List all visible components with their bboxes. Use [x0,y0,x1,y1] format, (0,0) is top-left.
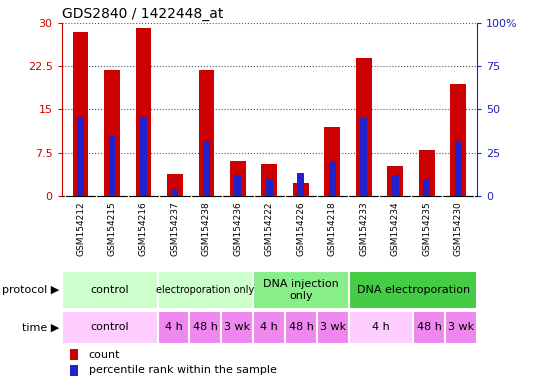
Text: protocol ▶: protocol ▶ [2,285,59,295]
Bar [317,311,349,344]
Bar [450,84,466,196]
Bar [203,141,210,196]
Bar [77,118,84,196]
Bar [356,58,371,196]
Text: 48 h: 48 h [193,322,218,333]
Bar [70,365,78,376]
Bar [445,311,477,344]
Bar [349,271,477,309]
Text: GSM154237: GSM154237 [170,202,180,257]
Bar [62,311,158,344]
Text: control: control [90,285,129,295]
Text: 3 wk: 3 wk [320,322,346,333]
Text: GSM154238: GSM154238 [202,202,211,257]
Bar [349,311,413,344]
Bar [262,164,277,196]
Text: 48 h: 48 h [416,322,442,333]
Text: 4 h: 4 h [373,322,390,333]
Text: 48 h: 48 h [289,322,314,333]
Bar [297,174,304,196]
Text: 4 h: 4 h [165,322,182,333]
Text: GSM154212: GSM154212 [76,202,85,256]
Bar [73,31,88,196]
Text: electroporation only: electroporation only [157,285,255,295]
Bar [140,118,147,196]
Text: GSM154236: GSM154236 [233,202,242,257]
Bar [104,70,120,196]
Bar [329,161,336,196]
Bar [413,311,445,344]
Bar [455,141,461,196]
Text: 3 wk: 3 wk [225,322,250,333]
Bar [108,135,115,196]
Text: GDS2840 / 1422448_at: GDS2840 / 1422448_at [62,7,223,21]
Text: percentile rank within the sample: percentile rank within the sample [88,366,277,376]
Bar [360,118,367,196]
Bar [324,127,340,196]
Bar [423,179,430,196]
Bar [234,175,241,196]
Bar [136,28,151,196]
Text: control: control [90,322,129,333]
Bar [70,349,78,360]
Bar [293,183,309,196]
Bar [158,311,189,344]
Text: DNA electroporation: DNA electroporation [356,285,470,295]
Text: GSM154226: GSM154226 [296,202,306,256]
Bar [392,175,399,196]
Bar [158,271,254,309]
Text: GSM154235: GSM154235 [422,202,431,257]
Bar [254,311,285,344]
Text: DNA injection
only: DNA injection only [263,279,339,301]
Bar [167,174,183,196]
Text: GSM154216: GSM154216 [139,202,148,257]
Text: GSM154218: GSM154218 [328,202,337,257]
Bar [388,166,403,196]
Text: time ▶: time ▶ [22,322,59,333]
Text: 4 h: 4 h [260,322,278,333]
Bar [62,271,158,309]
Bar [172,189,178,196]
Text: GSM154233: GSM154233 [359,202,368,257]
Bar [419,150,435,196]
Bar [189,311,221,344]
Text: GSM154215: GSM154215 [108,202,116,257]
Bar [254,271,349,309]
Bar [266,179,273,196]
Text: GSM154230: GSM154230 [453,202,463,257]
Bar [285,311,317,344]
Text: GSM154234: GSM154234 [391,202,400,256]
Text: 3 wk: 3 wk [448,322,474,333]
Bar [221,311,254,344]
Bar [230,161,245,196]
Text: GSM154222: GSM154222 [265,202,274,256]
Bar [198,70,214,196]
Text: count: count [88,349,120,359]
